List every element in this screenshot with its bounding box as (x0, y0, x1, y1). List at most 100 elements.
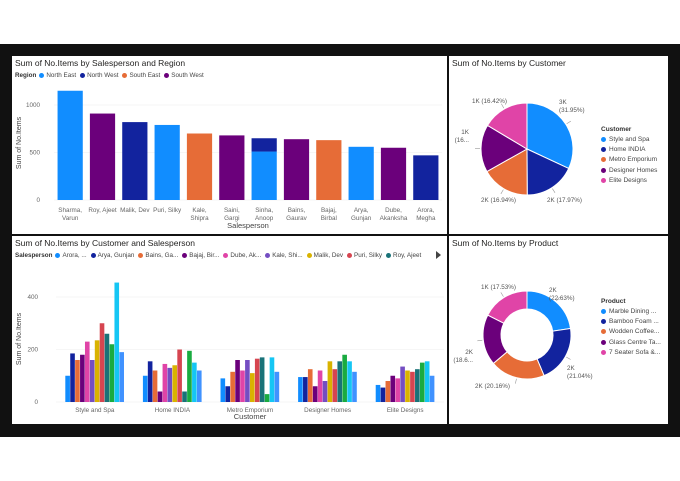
bar (240, 370, 245, 402)
x-tick-label: Sinha, (255, 207, 273, 214)
legend-item[interactable]: Dube, Ak... (223, 252, 261, 259)
bar (154, 124, 180, 200)
leader-line (500, 189, 504, 195)
bar (147, 361, 153, 402)
legend-label: Metro Emporium (609, 156, 658, 164)
x-tick-label: Bains, (288, 207, 306, 214)
bar (104, 333, 110, 402)
legend-item[interactable]: Kale, Shi... (265, 252, 303, 259)
bar (390, 375, 396, 402)
legend-item[interactable]: Bamboo Foam ... (601, 318, 661, 325)
data-label: 1K (461, 129, 470, 136)
legend-label: North West (87, 72, 119, 79)
bar (298, 377, 303, 402)
leader-line (566, 120, 572, 125)
legend-label: Dube, Ak... (230, 252, 262, 259)
legend-title: Customer (601, 126, 632, 133)
x-tick-label: Anoop (255, 215, 274, 222)
salesperson-legend: Salesperson Arora, ... Arya, Gunjan Bains,… (15, 252, 425, 259)
visual-title: Sum of No.Items by Product (452, 238, 559, 248)
bar (385, 381, 391, 402)
legend-marker (601, 329, 606, 335)
legend-label: Arora, ... (62, 252, 87, 259)
bar (167, 367, 173, 402)
customer-pie-visual[interactable]: Sum of No.Items by Customer 3K (31.95%) 2K… (449, 56, 668, 234)
legend-label: North East (46, 72, 77, 79)
x-tick-label: Dube, (385, 207, 402, 214)
product-donut-visual[interactable]: Sum of No.Items by Product 2K (22.63%) 2K(… (449, 236, 668, 424)
bar (84, 341, 90, 402)
x-tick-label: Saini, (224, 207, 240, 214)
bar (303, 377, 308, 402)
legend-item[interactable]: 7 Seater Sofa &... (601, 349, 661, 356)
x-tick-label: Home INDIA (155, 407, 191, 414)
legend-label: Bajaj, Bir... (189, 252, 220, 259)
legend-item[interactable]: Glass Centre Ta... (601, 339, 661, 346)
x-tick-label: Gargi (224, 215, 239, 222)
data-label: 2K (549, 287, 558, 294)
data-label: 2K (16.94%) (481, 197, 516, 204)
y-axis-title: Sum of No.Items (16, 116, 23, 169)
visual-title: Sum of No.Items by Customer and Salesper… (15, 238, 195, 248)
legend-item[interactable]: Marble Dining ... (601, 308, 661, 315)
legend-item[interactable]: Style and Spa (601, 136, 657, 143)
legend-item[interactable]: Wodden Coffee... (601, 328, 661, 335)
legend-marker (601, 319, 606, 325)
x-tick-label: Roy, Ajeet (88, 207, 116, 214)
region-bar-chart: 0 500 1000 Sharma,Varun Roy, Ajeet Malik, Dev… (16, 90, 442, 230)
bar (316, 140, 342, 200)
legend-marker (164, 73, 170, 78)
legend-item[interactable]: Designer Homes (601, 167, 657, 174)
bar (429, 375, 435, 402)
x-tick-label: Arya, (354, 207, 369, 214)
x-tick-label: Sharma, (58, 207, 82, 214)
legend-next-arrow-icon[interactable] (436, 251, 441, 259)
legend-item[interactable]: Arya, Gunjan (90, 252, 135, 259)
legend-marker (601, 167, 606, 173)
leader-line (500, 292, 504, 297)
legend-marker (90, 253, 96, 258)
bar (157, 391, 163, 402)
legend-item[interactable]: Metro Emporium (601, 156, 657, 163)
bar (177, 349, 182, 402)
legend-item[interactable]: South West (164, 72, 204, 79)
legend-label: Malik, Dev (313, 252, 344, 259)
customer-salesperson-chart: 0 200 400 Style and Spa Home INDIA Metro Empo… (16, 282, 444, 421)
legend-marker (601, 147, 606, 153)
bar (80, 354, 85, 402)
legend-item[interactable]: Malik, Dev (306, 252, 344, 259)
bar (342, 354, 347, 402)
legend-marker (601, 309, 606, 314)
legend-label: Bamboo Foam ... (609, 318, 659, 326)
legend-item[interactable]: South East (122, 72, 160, 79)
x-tick-label: Puri, Silky (153, 207, 182, 214)
legend-item[interactable]: Home INDIA (601, 146, 657, 153)
data-label: 2K (17.97%) (547, 197, 582, 204)
bar (220, 378, 226, 402)
customer-salesperson-chart-visual[interactable]: Sum of No.Items by Customer and Salesper… (12, 236, 447, 424)
data-label: 1K (17.53%) (481, 284, 516, 291)
bar (119, 352, 124, 402)
legend-item[interactable]: North East (39, 72, 76, 79)
legend-item[interactable]: Arora, ... (55, 252, 87, 259)
y-tick-label: 0 (36, 197, 40, 204)
product-legend: Product Marble Dining ... Bamboo Foam ...… (601, 298, 661, 359)
legend-item[interactable]: Puri, Silky (347, 252, 382, 259)
bar (152, 370, 158, 402)
region-bar-chart-visual[interactable]: Sum of No.Items by Salesperson and Regio… (12, 56, 447, 234)
bar (347, 361, 352, 402)
legend-item[interactable]: Elite Designs (601, 177, 657, 184)
legend-item[interactable]: Bains, Ga... (138, 252, 178, 259)
legend-item[interactable]: North West (80, 72, 118, 79)
bar (230, 371, 235, 402)
legend-marker (347, 253, 353, 258)
legend-label: Arya, Gunjan (97, 252, 135, 259)
y-axis-title: Sum of No.Items (16, 312, 23, 365)
bar (405, 370, 410, 402)
leader-line (552, 188, 556, 193)
legend-item[interactable]: Roy, Ajeet (386, 252, 421, 259)
y-tick-label: 500 (29, 150, 40, 157)
legend-item[interactable]: Bajaj, Bir... (182, 252, 219, 259)
legend-marker (39, 73, 45, 78)
bar (312, 386, 318, 402)
